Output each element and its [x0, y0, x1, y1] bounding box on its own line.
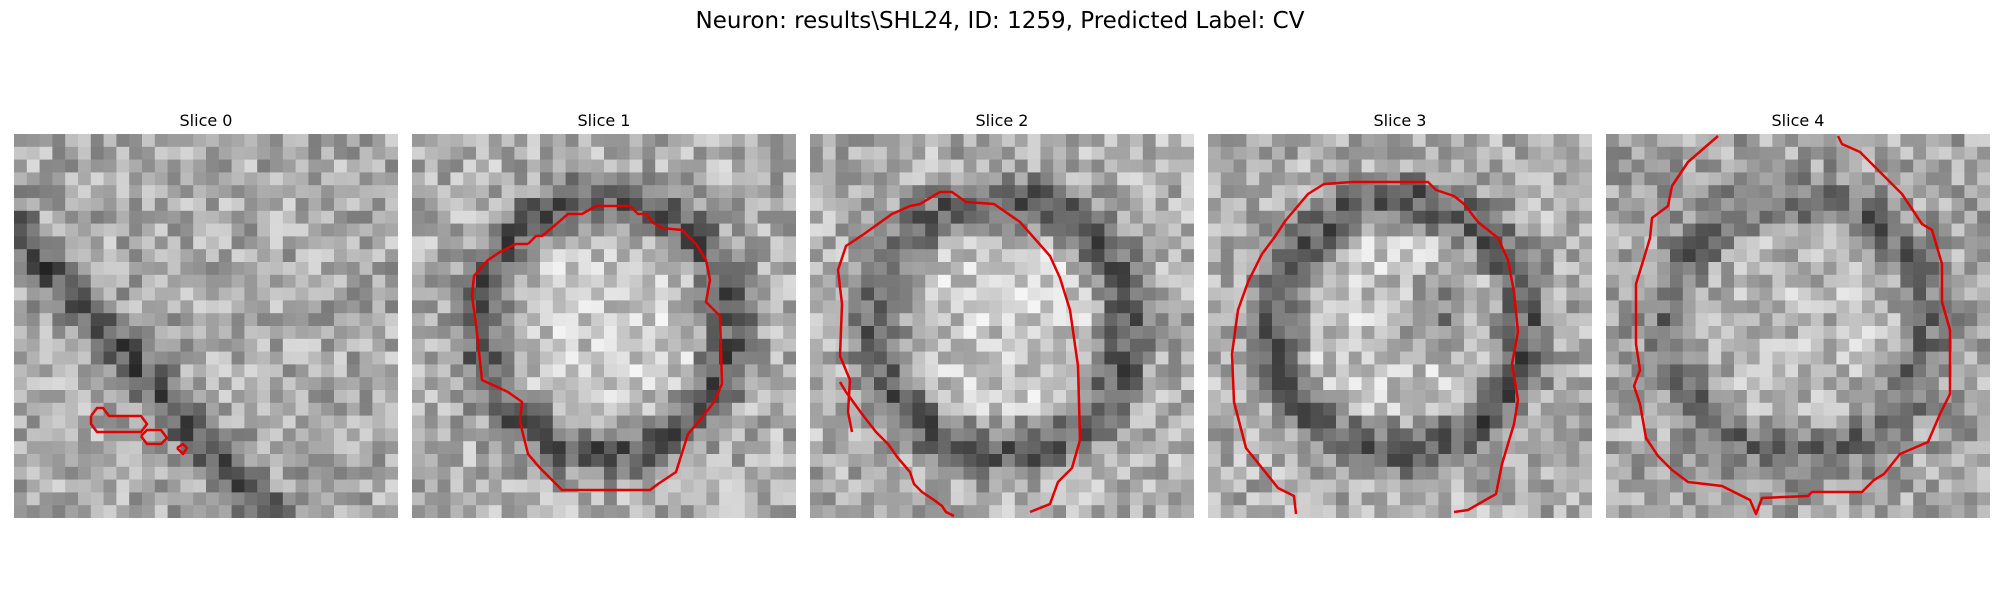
slice-panel-3: Slice 3: [1208, 110, 1592, 518]
contour-line: [836, 190, 1082, 514]
contour-line: [140, 428, 169, 446]
slice-title: Slice 1: [577, 111, 631, 130]
slice-title: Slice 0: [179, 111, 233, 130]
slice-panel-1: Slice 1: [412, 110, 796, 518]
contour-line: [1632, 135, 1952, 516]
figure-title: Neuron: results\SHL24, ID: 1259, Predict…: [695, 8, 1305, 34]
slice-image: [810, 134, 1194, 518]
slice-panel-2: Slice 2: [810, 110, 1194, 518]
slice-panel-0: Slice 0: [14, 110, 398, 518]
contour-line: [89, 406, 149, 434]
contour-line: [838, 381, 955, 518]
slice-title: Slice 2: [975, 111, 1029, 130]
slice-image: [1208, 134, 1592, 518]
slice-image: [1606, 134, 1990, 518]
slice-panel-4: Slice 4: [1606, 110, 1990, 518]
slice-image: [412, 134, 796, 518]
slice-image: [14, 134, 398, 518]
contour-line: [470, 204, 724, 492]
slice-title: Slice 4: [1771, 111, 1825, 130]
contour-line: [1230, 180, 1520, 515]
slice-title: Slice 3: [1373, 111, 1427, 130]
contour-line: [176, 442, 189, 456]
